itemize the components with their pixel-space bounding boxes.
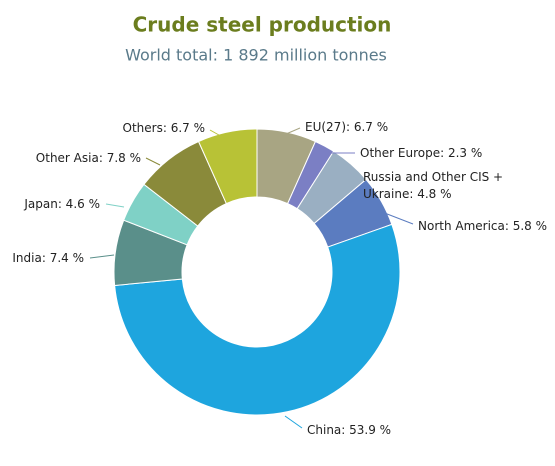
chart-title: Crude steel production (133, 13, 392, 37)
data-label: India: 7.4 % (12, 250, 84, 265)
leader-line (105, 203, 125, 208)
leader-line (285, 127, 301, 135)
data-label: Other Asia: 7.8 % (35, 150, 141, 165)
data-label: Japan: 4.6 % (24, 196, 100, 211)
data-label: North America: 5.8 % (418, 218, 548, 233)
data-label: Other Europe: 2.3 % (360, 145, 483, 160)
data-label: Others: 6.7 % (122, 120, 205, 135)
leader-line (209, 129, 227, 140)
data-label: EU(27): 6.7 % (305, 119, 389, 134)
leader-line (89, 254, 115, 259)
data-label: Russia and Other CIS + Ukraine: 4.8 % (363, 169, 504, 201)
data-label: China: 53.9 % (307, 422, 392, 437)
leader-line (381, 211, 414, 225)
leader-line (145, 157, 161, 166)
donut-slice (114, 223, 401, 416)
leader-line (349, 172, 359, 181)
chart-subtitle: World total: 1 892 million tonnes (125, 46, 387, 65)
donut-slice (197, 128, 258, 205)
leader-line (284, 415, 303, 429)
